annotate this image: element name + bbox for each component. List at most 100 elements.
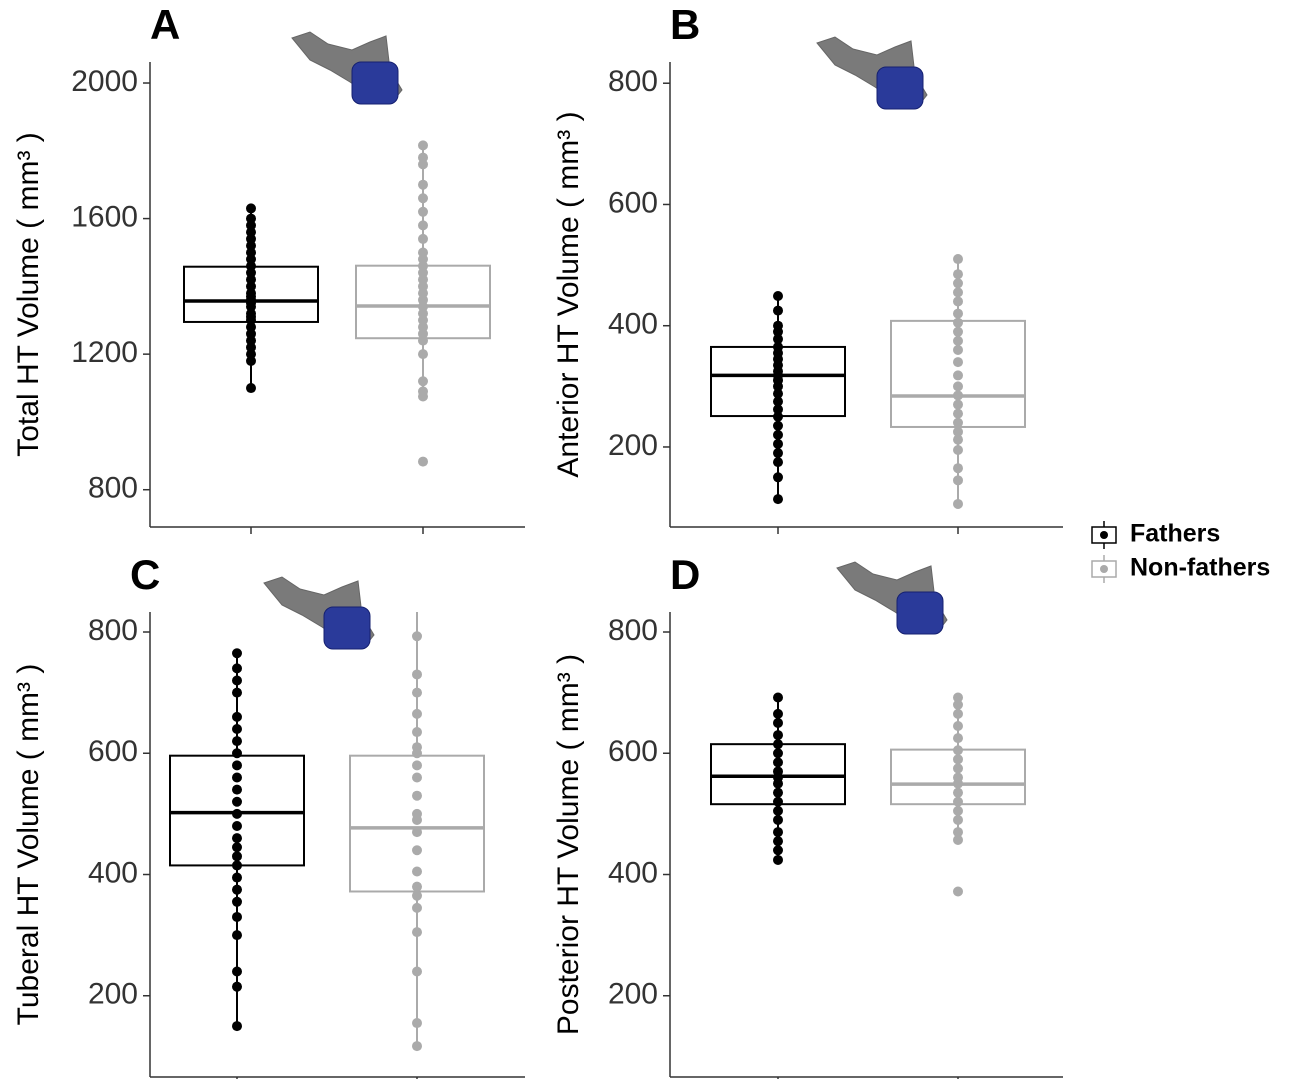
- point: [773, 757, 783, 768]
- y-tick-label: 1200: [71, 336, 138, 369]
- point: [773, 404, 783, 415]
- point: [418, 386, 428, 397]
- point: [773, 739, 783, 750]
- point: [953, 278, 963, 289]
- brain-illustration: [291, 31, 403, 105]
- point: [953, 763, 963, 774]
- point: [232, 842, 242, 853]
- panel-label: A: [150, 1, 180, 48]
- y-tick-label: 400: [88, 856, 138, 889]
- point: [232, 724, 242, 735]
- point: [418, 193, 428, 204]
- point: [953, 827, 963, 838]
- y-tick-label: 1600: [71, 201, 138, 234]
- point: [418, 456, 428, 467]
- legend-label: Fathers: [1130, 520, 1220, 548]
- point: [953, 787, 963, 798]
- point: [953, 692, 963, 703]
- point: [953, 335, 963, 346]
- point: [773, 457, 783, 468]
- point: [232, 966, 242, 977]
- point: [412, 890, 422, 901]
- point: [773, 396, 783, 407]
- point: [953, 772, 963, 783]
- brain-illustration: [836, 561, 948, 635]
- point: [953, 498, 963, 509]
- point: [232, 821, 242, 832]
- point: [246, 203, 256, 214]
- point: [418, 349, 428, 360]
- point: [418, 152, 428, 163]
- point: [773, 836, 783, 847]
- point: [232, 760, 242, 771]
- point: [773, 717, 783, 728]
- point: [953, 814, 963, 825]
- y-tick-label: 200: [88, 978, 138, 1011]
- point: [773, 388, 783, 399]
- point: [773, 448, 783, 459]
- point: [412, 742, 422, 753]
- point: [773, 748, 783, 759]
- y-tick-label: 800: [608, 65, 658, 98]
- point: [773, 341, 783, 352]
- point: [773, 708, 783, 719]
- point: [953, 296, 963, 307]
- point: [953, 326, 963, 337]
- point: [953, 475, 963, 486]
- point: [412, 669, 422, 680]
- y-tick-label: 200: [608, 978, 658, 1011]
- point: [773, 814, 783, 825]
- point: [773, 291, 783, 302]
- point: [953, 886, 963, 897]
- point: [953, 317, 963, 328]
- y-axis-label: Total HT Volume ( mm³ ): [12, 132, 45, 457]
- point: [953, 381, 963, 392]
- point: [953, 754, 963, 765]
- point: [773, 411, 783, 422]
- point: [953, 370, 963, 381]
- point: [412, 966, 422, 977]
- point: [773, 796, 783, 807]
- brain-illustration: [263, 576, 375, 650]
- point: [232, 663, 242, 674]
- point: [953, 733, 963, 744]
- y-tick-label: 800: [88, 472, 138, 505]
- brain-highlight: [323, 606, 371, 650]
- point: [773, 472, 783, 483]
- point: [412, 1018, 422, 1029]
- point: [412, 881, 422, 892]
- y-tick-label: 2000: [71, 65, 138, 98]
- point: [232, 796, 242, 807]
- point: [412, 866, 422, 877]
- point: [232, 884, 242, 895]
- brain-highlight: [351, 61, 399, 105]
- point: [773, 334, 783, 345]
- point: [412, 902, 422, 913]
- point: [773, 494, 783, 505]
- point: [773, 787, 783, 798]
- point: [953, 745, 963, 756]
- point: [412, 1041, 422, 1052]
- point: [953, 308, 963, 319]
- point: [773, 766, 783, 777]
- point: [232, 748, 242, 759]
- point: [773, 692, 783, 703]
- y-tick-label: 400: [608, 856, 658, 889]
- point: [412, 927, 422, 938]
- point: [412, 790, 422, 801]
- point: [246, 213, 256, 224]
- point: [773, 305, 783, 316]
- point: [953, 390, 963, 401]
- y-axis-label: Tuberal HT Volume ( mm³ ): [12, 664, 45, 1026]
- point: [232, 981, 242, 992]
- point: [232, 687, 242, 698]
- point: [412, 708, 422, 719]
- point: [412, 687, 422, 698]
- point: [953, 254, 963, 265]
- point: [953, 287, 963, 298]
- point: [773, 730, 783, 741]
- point: [232, 711, 242, 722]
- point: [232, 772, 242, 783]
- point: [953, 417, 963, 428]
